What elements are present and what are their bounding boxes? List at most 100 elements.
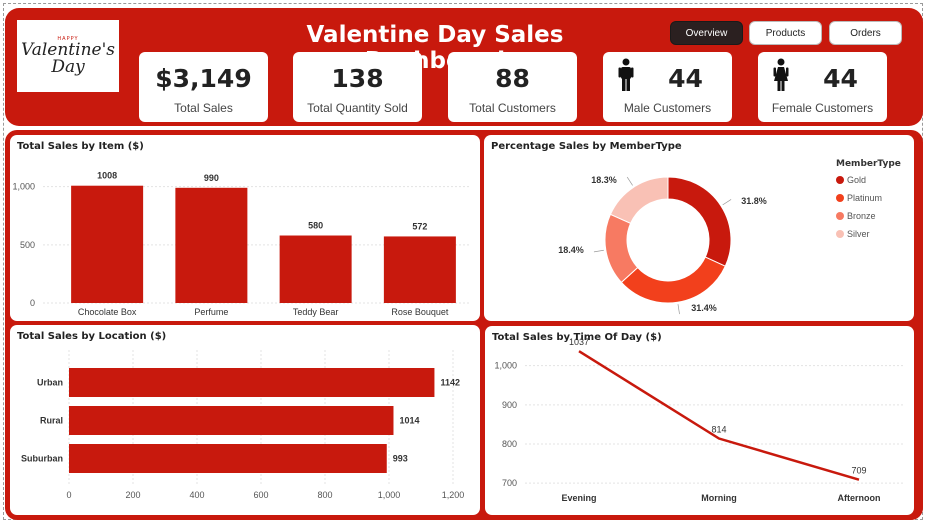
legend-dot-silver bbox=[836, 230, 844, 238]
chart-title-member: Percentage Sales by MemberType bbox=[491, 141, 682, 152]
card-sales-by-item[interactable]: Total Sales by Item ($) 0 500 1,000 1008 Cho… bbox=[10, 135, 480, 321]
legend-label-silver: Silver bbox=[847, 229, 870, 239]
x-tick-label: Afternoon bbox=[838, 493, 881, 503]
legend-dot-bronze bbox=[836, 212, 844, 220]
slice-label: 31.4% bbox=[691, 303, 717, 313]
x-tick-label: Perfume bbox=[194, 307, 228, 317]
kpi-total-customers: 88 Total Customers bbox=[448, 52, 577, 122]
y-tick-label: Urban bbox=[37, 378, 63, 388]
tab-orders[interactable]: Orders bbox=[829, 21, 902, 45]
x-tick-label: 1,200 bbox=[442, 490, 465, 500]
male-person-icon bbox=[618, 58, 634, 91]
chart-sales-by-item: 0 500 1,000 1008 Chocolate Box 990 Perfume 580 T… bbox=[12, 171, 470, 317]
bar-perfume bbox=[175, 187, 248, 303]
kpi-total-sales-label: Total Sales bbox=[174, 101, 233, 115]
x-tick-label: 1,000 bbox=[378, 490, 401, 500]
data-label: 580 bbox=[308, 221, 323, 231]
logo-happy: HAPPY bbox=[57, 36, 79, 42]
card-sales-by-location[interactable]: Total Sales by Location ($) 0 200 400 600 80… bbox=[10, 325, 480, 515]
slice-silver bbox=[609, 176, 669, 224]
y-tick-label: 1,000 bbox=[494, 361, 517, 371]
x-tick-label: 800 bbox=[317, 490, 332, 500]
charts-panel: Total Sales by Item ($) 0 500 1,000 1008 Cho… bbox=[5, 130, 923, 520]
slice-leader-line bbox=[593, 249, 604, 253]
legend-dot-platinum bbox=[836, 194, 844, 202]
valentines-logo: HAPPY Valentine's Day bbox=[17, 20, 119, 92]
y-tick-label: 500 bbox=[20, 240, 35, 250]
y-tick-label: 900 bbox=[502, 400, 517, 410]
slice-leader-line bbox=[677, 304, 680, 315]
member-legend: MemberType Gold Platinum Bronze Silver bbox=[836, 159, 901, 243]
card-member-type[interactable]: Percentage Sales by MemberType 31.8% 31.4… bbox=[484, 135, 914, 321]
data-label: 814 bbox=[711, 425, 726, 435]
data-label: 572 bbox=[412, 221, 427, 231]
kpi-total-quantity-label: Total Quantity Sold bbox=[307, 101, 408, 115]
bar-suburban bbox=[69, 444, 387, 473]
tab-products[interactable]: Products bbox=[749, 21, 822, 45]
header-banner: HAPPY Valentine's Day Valentine Day Sale… bbox=[5, 8, 923, 126]
kpi-total-quantity-value: 138 bbox=[331, 64, 384, 93]
bar-urban bbox=[69, 368, 435, 397]
slice-label: 18.4% bbox=[558, 245, 584, 255]
data-label: 1008 bbox=[97, 171, 117, 181]
slice-platinum bbox=[620, 256, 726, 304]
data-label: 709 bbox=[851, 466, 866, 476]
slice-label: 31.8% bbox=[741, 196, 767, 206]
legend-item-gold[interactable]: Gold bbox=[836, 171, 901, 189]
data-label: 1014 bbox=[399, 416, 419, 426]
kpi-total-sales-value: $3,149 bbox=[155, 64, 252, 93]
x-tick-label: Chocolate Box bbox=[78, 307, 137, 317]
y-tick-label: 0 bbox=[30, 298, 35, 308]
data-label: 1037 bbox=[569, 337, 589, 347]
kpi-male-customers: 44 Male Customers bbox=[603, 52, 732, 122]
bar-teddy-bear bbox=[279, 235, 352, 303]
chart-member-type: 31.8% 31.4% 18.4% 18.3% bbox=[558, 175, 767, 315]
legend-item-platinum[interactable]: Platinum bbox=[836, 189, 901, 207]
kpi-total-quantity: 138 Total Quantity Sold bbox=[293, 52, 422, 122]
logo-day: Day bbox=[51, 57, 85, 77]
legend-dot-gold bbox=[836, 176, 844, 184]
bar-rural bbox=[69, 406, 394, 435]
bar-chocolate-box bbox=[71, 185, 144, 303]
kpi-male-customers-label: Male Customers bbox=[623, 101, 712, 115]
kpi-female-customers-label: Female Customers bbox=[771, 101, 874, 115]
y-tick-label: Suburban bbox=[21, 454, 63, 464]
chart-title-location: Total Sales by Location ($) bbox=[17, 331, 167, 342]
card-sales-by-time[interactable]: Total Sales by Time Of Day ($) 700 800 900… bbox=[485, 326, 914, 515]
legend-label-platinum: Platinum bbox=[847, 193, 883, 203]
data-label: 990 bbox=[204, 173, 219, 183]
y-tick-label: 800 bbox=[502, 439, 517, 449]
slice-leader-line bbox=[722, 199, 732, 206]
data-label: 1142 bbox=[440, 378, 460, 388]
kpi-female-customers: 44 Female Customers bbox=[758, 52, 887, 122]
legend-label-bronze: Bronze bbox=[847, 211, 876, 221]
kpi-total-customers-value: 88 bbox=[495, 64, 530, 93]
chart-sales-by-time: 700 800 900 1,000 1037 Evening 814 Morning 709 Af… bbox=[494, 337, 905, 503]
chart-sales-by-location: 0 200 400 600 800 1,000 1,200 1142 Urban 1014 Rura… bbox=[21, 350, 465, 500]
female-person-icon bbox=[773, 58, 789, 91]
kpi-female-customers-value: 44 bbox=[823, 64, 858, 93]
chart-title-time: Total Sales by Time Of Day ($) bbox=[492, 332, 662, 343]
data-label: 993 bbox=[393, 454, 408, 464]
legend-item-silver[interactable]: Silver bbox=[836, 225, 901, 243]
x-tick-label: Evening bbox=[561, 493, 596, 503]
slice-bronze bbox=[604, 213, 639, 284]
legend-item-bronze[interactable]: Bronze bbox=[836, 207, 901, 225]
x-tick-label: 400 bbox=[189, 490, 204, 500]
chart-title-item: Total Sales by Item ($) bbox=[17, 141, 144, 152]
kpi-total-sales: $3,149 Total Sales bbox=[139, 52, 268, 122]
x-tick-label: Teddy Bear bbox=[293, 307, 339, 317]
bar-rose-bouquet bbox=[383, 236, 456, 303]
legend-title: MemberType bbox=[836, 159, 901, 169]
slice-leader-line bbox=[626, 176, 633, 186]
x-tick-label: Morning bbox=[701, 493, 737, 503]
x-tick-label: Rose Bouquet bbox=[391, 307, 449, 317]
x-tick-label: 200 bbox=[125, 490, 140, 500]
kpi-male-customers-value: 44 bbox=[668, 64, 703, 93]
slice-gold bbox=[667, 176, 732, 267]
tab-overview[interactable]: Overview bbox=[670, 21, 743, 45]
slice-label: 18.3% bbox=[591, 175, 617, 185]
logo-valentines: Valentine's bbox=[21, 40, 115, 60]
legend-label-gold: Gold bbox=[847, 175, 867, 185]
x-tick-label: 600 bbox=[253, 490, 268, 500]
